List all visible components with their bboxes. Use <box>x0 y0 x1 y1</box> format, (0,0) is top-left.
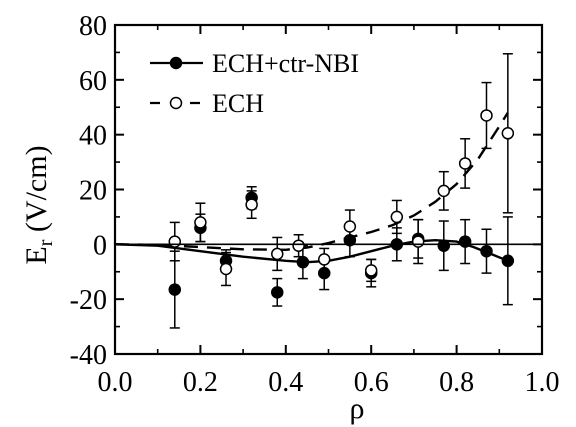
y-axis-label-main: E <box>20 246 53 264</box>
x-tick-label: 0.0 <box>98 367 133 398</box>
point-ech-ctr-nbi <box>317 266 331 280</box>
tick-labels: 0.0 0.2 0.4 0.6 0.8 1.0 -40 -20 0 20 40 60 80 <box>70 11 560 398</box>
fit-line-dashed <box>114 112 509 252</box>
y-axis-label-gap <box>20 232 53 240</box>
point-ech <box>245 198 258 211</box>
point-ech-ctr-nbi <box>501 254 515 268</box>
y-tick-label: 0 <box>93 230 107 261</box>
legend-marker-open <box>169 96 183 110</box>
legend-label-ech-ctr-nbi: ECH+ctr-NBI <box>212 49 359 78</box>
y-tick-label: -20 <box>70 285 107 316</box>
point-ech-ctr-nbi <box>437 239 451 252</box>
point-ech <box>194 216 207 229</box>
y-tick-label: 20 <box>79 176 107 207</box>
point-ech <box>480 109 493 122</box>
y-axis-label-sub: r <box>35 239 57 246</box>
x-tick-label: 0.2 <box>183 367 218 398</box>
point-ech <box>343 220 357 233</box>
legend-marker-filled <box>169 56 183 70</box>
point-ech <box>364 264 378 277</box>
point-ech <box>292 239 305 252</box>
point-ech <box>317 253 331 266</box>
x-tick-label: 0.6 <box>354 367 389 398</box>
x-tick-label: 0.4 <box>268 367 303 398</box>
point-ech <box>219 262 233 276</box>
y-tick-label: 60 <box>79 66 107 97</box>
point-ech-ctr-nbi <box>168 283 182 296</box>
point-ech <box>168 235 182 248</box>
y-tick-label: -40 <box>70 340 107 371</box>
y-axis-label-unit: (V/cm) <box>20 145 53 232</box>
legend-label-ech: ECH <box>212 89 264 118</box>
point-ech <box>501 127 515 140</box>
point-ech <box>390 210 404 224</box>
point-ech <box>411 235 425 248</box>
point-ech <box>271 247 284 261</box>
point-ech-ctr-nbi <box>480 244 493 258</box>
y-tick-label: 80 <box>79 11 107 42</box>
point-ech <box>458 157 472 170</box>
y-axis-label: Er (V/cm) <box>20 145 57 264</box>
point-ech-ctr-nbi <box>458 235 472 248</box>
plot-frame <box>113 23 544 356</box>
x-axis-label: ρ <box>350 392 365 425</box>
y-tick-label: 40 <box>79 121 107 152</box>
x-tick-label: 0.8 <box>439 367 474 398</box>
point-ech-ctr-nbi <box>296 255 310 269</box>
point-ech <box>437 184 451 198</box>
point-ech-ctr-nbi <box>271 286 284 299</box>
x-tick-label: 1.0 <box>525 367 560 398</box>
point-ech-ctr-nbi <box>343 233 357 247</box>
legend: ECH+ctr-NBI ECH <box>150 49 359 118</box>
